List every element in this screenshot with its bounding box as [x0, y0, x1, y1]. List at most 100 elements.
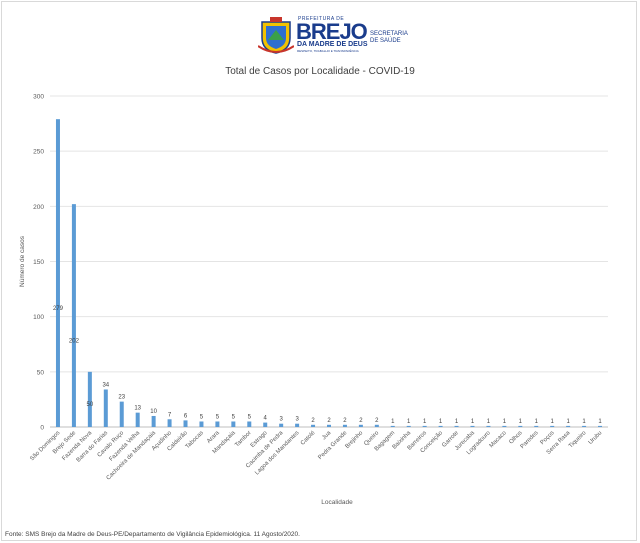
data-label: 2 — [311, 418, 315, 424]
x-axis-label: Localidade — [321, 499, 353, 506]
bar — [406, 425, 411, 427]
data-label: 3 — [295, 417, 299, 423]
bar — [295, 423, 300, 427]
data-label: 2 — [327, 418, 331, 424]
data-label: 279 — [53, 306, 64, 312]
y-tick-label: 150 — [33, 259, 44, 266]
data-label: 1 — [551, 419, 555, 425]
data-label: 5 — [216, 414, 220, 420]
data-label: 202 — [69, 338, 80, 344]
data-label: 1 — [519, 419, 523, 425]
bar — [311, 424, 316, 427]
bar — [502, 425, 507, 427]
data-label: 23 — [118, 395, 125, 401]
data-label: 1 — [503, 419, 507, 425]
logo-prefix-text: PREFEITURA DE — [298, 16, 345, 22]
data-label: 6 — [184, 413, 188, 419]
bar — [534, 425, 539, 427]
chart-title: Total de Casos por Localidade - COVID-19 — [225, 66, 415, 77]
data-label: 2 — [375, 418, 379, 424]
data-label: 1 — [535, 419, 539, 425]
bar — [422, 425, 427, 427]
bar — [167, 419, 172, 427]
bar — [486, 425, 491, 427]
logo-madre-de-deus-text: DA MADRE DE DEUS — [297, 41, 368, 48]
data-label: 1 — [407, 419, 411, 425]
bar — [342, 424, 347, 427]
bar — [103, 389, 108, 427]
logo-department-text: SECRETARIA DE SAÚDE — [370, 31, 408, 45]
data-label: 2 — [359, 418, 363, 424]
x-tick-label: Tiqueiro — [568, 430, 588, 450]
data-label: 1 — [439, 419, 443, 425]
bar — [183, 420, 188, 427]
bar — [550, 425, 555, 427]
logo-brejo-text: BREJO — [296, 19, 368, 44]
bar — [566, 425, 571, 427]
bar — [358, 424, 363, 427]
data-label: 1 — [598, 419, 602, 425]
bar — [518, 425, 523, 427]
data-label: 50 — [87, 402, 94, 408]
bar — [215, 421, 220, 427]
data-label: 1 — [391, 419, 395, 425]
bar — [454, 425, 459, 427]
source-footnote: Fonte: SMS Brejo da Madre de Deus-PE/Dep… — [5, 531, 300, 538]
bar — [390, 425, 395, 427]
data-label: 1 — [455, 419, 459, 425]
bar — [327, 424, 331, 427]
data-label: 5 — [248, 414, 252, 420]
data-label: 1 — [487, 419, 491, 425]
x-tick-label: Brejinho — [344, 430, 364, 450]
bar — [279, 423, 284, 427]
data-label: 1 — [423, 419, 427, 425]
bar — [374, 424, 379, 427]
bar — [135, 412, 140, 427]
y-axis-label: Número de casos — [19, 235, 26, 287]
bar — [71, 204, 76, 427]
y-tick-label: 50 — [37, 369, 45, 376]
logo-department-line-2: DE SAÚDE — [370, 38, 401, 44]
y-tick-label: 250 — [33, 149, 44, 156]
bar — [119, 401, 124, 427]
coat-of-arms-icon — [258, 17, 294, 54]
x-tick-label: Jua — [321, 430, 333, 442]
bar — [199, 421, 204, 427]
y-tick-label: 300 — [33, 94, 44, 101]
x-tick-label: Paredes — [520, 430, 540, 450]
y-tick-label: 100 — [33, 314, 44, 321]
data-label: 5 — [200, 414, 204, 420]
bar — [438, 425, 443, 427]
data-label: 1 — [471, 419, 475, 425]
x-tick-label: Catolé — [300, 430, 317, 447]
data-label: 13 — [134, 406, 141, 412]
bar — [263, 422, 268, 427]
data-label: 1 — [582, 419, 586, 425]
bar — [598, 425, 603, 427]
data-label: 4 — [264, 416, 268, 422]
y-tick-label: 200 — [33, 204, 44, 211]
bar — [87, 371, 92, 427]
x-tick-label: Macaco — [489, 430, 509, 450]
logo-department-line-1: SECRETARIA — [370, 31, 408, 37]
data-label: 2 — [343, 418, 347, 424]
data-label: 3 — [279, 417, 283, 423]
y-tick-label: 0 — [40, 425, 44, 432]
municipality-logo: PREFEITURA DE BREJO DA MADRE DE DEUS RES… — [258, 16, 408, 56]
bar — [247, 421, 252, 427]
bar — [470, 425, 475, 427]
bar — [231, 421, 236, 427]
bar — [582, 425, 587, 427]
data-label: 10 — [150, 409, 157, 415]
x-tick-label: Tabocas — [185, 430, 205, 450]
data-label: 7 — [168, 412, 172, 418]
data-label: 5 — [232, 414, 236, 420]
logo-slogan-text: RESPEITO, TRABALHO E TRANSPARÊNCIA — [297, 49, 359, 53]
bar — [55, 119, 60, 428]
bar — [151, 415, 156, 427]
data-label: 1 — [566, 419, 570, 425]
x-tick-label: Urubu — [588, 430, 604, 446]
data-label: 34 — [102, 382, 109, 388]
